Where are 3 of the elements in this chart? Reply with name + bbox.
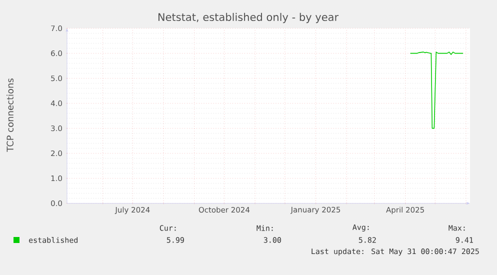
y-axis-title: TCP connections xyxy=(6,78,14,152)
line-series xyxy=(410,52,464,129)
chart-title: Netstat, established only - by year xyxy=(158,12,339,24)
